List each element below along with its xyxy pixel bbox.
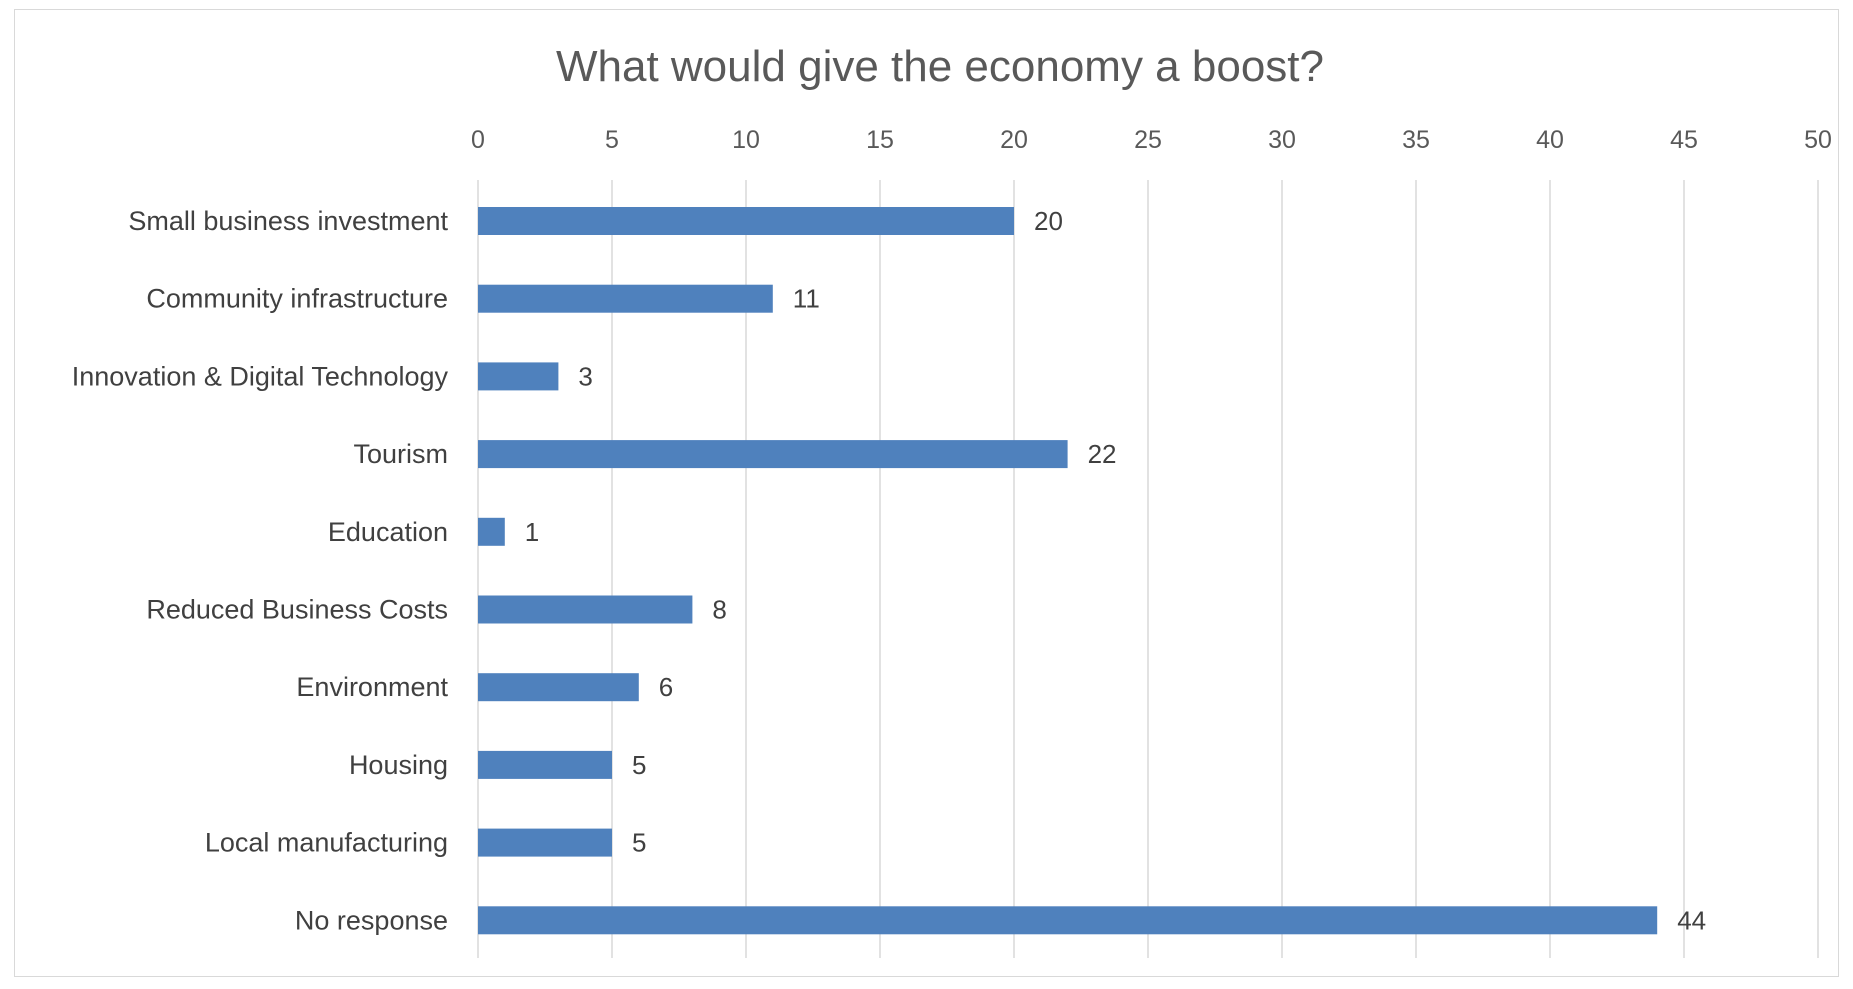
data-label: 22 [1088,439,1117,469]
data-labels: 20 11 3 22 1 8 6 5 5 44 [525,206,1706,935]
category-label: Reduced Business Costs [146,595,448,625]
x-axis-ticks: 0 5 10 15 20 25 30 35 40 45 50 [471,126,1832,154]
bar [478,517,505,546]
bars [478,207,1658,935]
x-tick-label: 30 [1268,126,1296,154]
x-tick-label: 5 [605,126,619,154]
x-tick-label: 45 [1670,126,1698,154]
x-tick-label: 35 [1402,126,1430,154]
bar [478,207,1014,235]
category-label: Small business investment [128,206,448,236]
data-label: 1 [525,517,539,547]
bar [478,828,612,857]
bar [478,906,1658,935]
bar [478,362,559,391]
chart-title: What would give the economy a boost? [556,42,1324,91]
bar [478,750,612,779]
x-tick-label: 40 [1536,126,1564,154]
x-tick-label: 20 [1000,126,1028,154]
category-label: Education [328,517,448,547]
x-tick-label: 15 [866,126,894,154]
bar [478,284,773,313]
x-tick-label: 0 [471,126,485,154]
data-label: 5 [632,750,646,780]
x-tick-label: 10 [732,126,760,154]
category-label: No response [295,905,448,935]
chart-frame [14,9,1839,977]
x-tick-label: 50 [1804,126,1832,154]
category-label: Housing [349,750,448,780]
data-label: 11 [793,284,820,314]
data-label: 5 [632,828,646,858]
category-label: Tourism [353,439,448,469]
category-label: Environment [296,672,448,702]
data-label: 8 [712,595,726,625]
category-label: Local manufacturing [205,828,448,858]
bar [478,595,693,624]
bar [478,673,639,702]
x-tick-label: 25 [1134,126,1162,154]
data-label: 44 [1677,905,1706,935]
category-label: Innovation & Digital Technology [72,361,449,391]
data-label: 6 [659,672,673,702]
bar [478,440,1068,469]
category-label: Community infrastructure [146,284,448,314]
data-label: 3 [578,361,592,391]
category-labels: Small business investment Community infra… [72,206,449,935]
data-label: 20 [1034,206,1063,236]
